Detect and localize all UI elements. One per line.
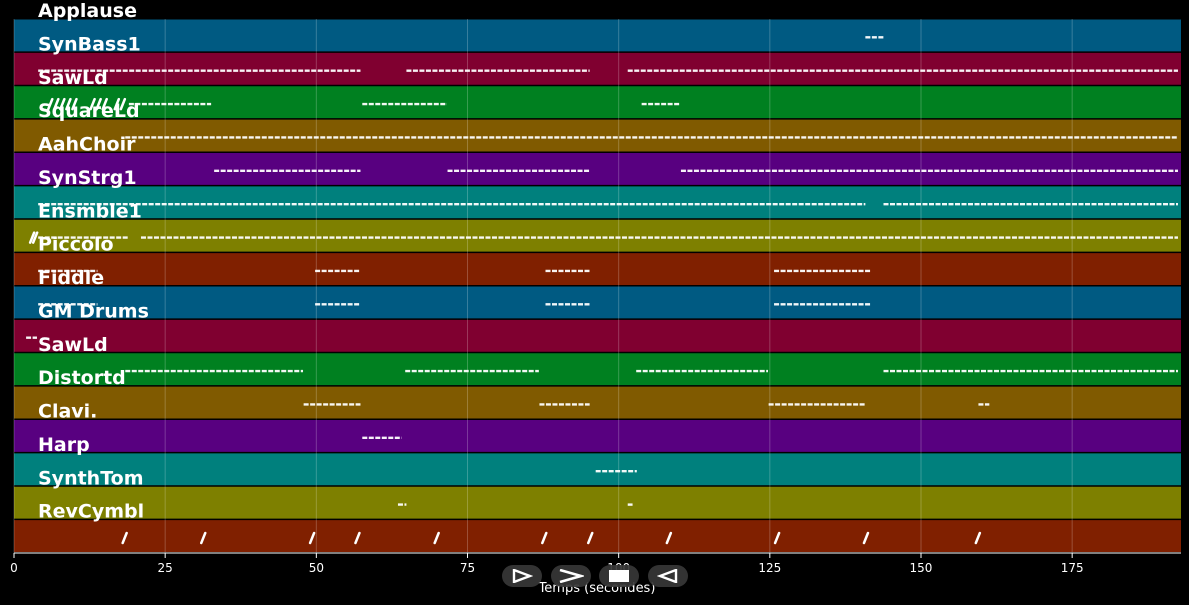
track-band bbox=[14, 86, 1181, 119]
track-label: SynStrg1 bbox=[38, 167, 137, 189]
rewind-icon bbox=[657, 569, 678, 583]
track-band bbox=[14, 286, 1181, 319]
note-mark bbox=[113, 97, 121, 111]
track-band bbox=[14, 186, 1181, 219]
rewind-button[interactable] bbox=[648, 565, 688, 587]
stop-button[interactable] bbox=[599, 565, 639, 587]
track-label: Harp bbox=[38, 434, 90, 456]
note-mark bbox=[200, 531, 207, 545]
track-label: Piccolo bbox=[38, 234, 114, 256]
track-label: Ensmble1 bbox=[38, 200, 142, 222]
note-mark bbox=[95, 97, 102, 111]
track-band bbox=[14, 219, 1181, 252]
x-tick-label: 175 bbox=[1061, 561, 1084, 575]
note-mark bbox=[665, 531, 673, 545]
track-labels: Applause SynBass1 SawLd SquareLd AahChoir Syn… bbox=[38, 0, 149, 523]
note-mark bbox=[354, 531, 361, 545]
play-backward-icon bbox=[512, 569, 533, 583]
note-mark bbox=[974, 531, 982, 545]
track-band bbox=[14, 420, 1181, 452]
track-band bbox=[14, 453, 1181, 486]
note-mark bbox=[28, 231, 36, 244]
play-backward-button[interactable] bbox=[502, 565, 542, 587]
track-label: RevCymbl bbox=[38, 501, 144, 523]
note-mark bbox=[101, 97, 108, 111]
note-marks bbox=[26, 36, 1178, 545]
note-mark bbox=[121, 531, 128, 545]
track-label: SawLd bbox=[38, 334, 108, 356]
x-tick-label: 75 bbox=[460, 561, 475, 575]
grid-lines bbox=[13, 19, 1073, 553]
note-mark bbox=[541, 531, 548, 545]
track-band bbox=[14, 119, 1181, 152]
track-label: Clavi. bbox=[38, 401, 97, 423]
track-label: Applause bbox=[38, 0, 137, 22]
track-band bbox=[14, 153, 1181, 185]
track-band bbox=[14, 319, 1181, 352]
track-band bbox=[14, 386, 1181, 419]
play-forward-icon bbox=[559, 569, 584, 583]
note-mark bbox=[89, 97, 96, 111]
track-band bbox=[14, 52, 1181, 85]
track-label: Distortd bbox=[38, 367, 126, 389]
track-label: AahChoir bbox=[38, 134, 136, 156]
track-band bbox=[14, 253, 1181, 285]
stop-icon bbox=[609, 570, 629, 582]
playback-controls bbox=[502, 565, 690, 587]
note-mark bbox=[53, 97, 60, 111]
track-label: SynBass1 bbox=[38, 33, 141, 55]
track-label: SynthTom bbox=[38, 467, 144, 489]
x-tick-label: 0 bbox=[10, 561, 18, 575]
note-mark bbox=[47, 97, 54, 111]
note-mark bbox=[862, 531, 870, 545]
note-mark bbox=[65, 97, 72, 111]
note-mark bbox=[31, 231, 39, 244]
track-band bbox=[14, 19, 1181, 52]
track-label: SquareLd bbox=[38, 100, 140, 122]
track-label: GM Drums bbox=[38, 300, 149, 322]
note-mark bbox=[308, 531, 316, 545]
track-label: SawLd bbox=[38, 67, 108, 89]
play-forward-button[interactable] bbox=[551, 565, 591, 587]
note-mark bbox=[71, 97, 78, 111]
track-label: Fiddle bbox=[38, 267, 104, 289]
note-mark bbox=[586, 531, 594, 545]
track-band bbox=[14, 486, 1181, 519]
track-band bbox=[14, 353, 1181, 386]
x-tick-label: 150 bbox=[910, 561, 933, 575]
note-mark bbox=[433, 531, 440, 545]
x-tick-label: 50 bbox=[309, 561, 324, 575]
track-bands bbox=[14, 19, 1181, 552]
note-mark bbox=[59, 97, 66, 111]
x-tick-label: 25 bbox=[158, 561, 173, 575]
track-band bbox=[14, 520, 1181, 552]
note-mark bbox=[119, 97, 127, 111]
note-mark bbox=[773, 531, 781, 545]
x-tick-label: 125 bbox=[758, 561, 781, 575]
